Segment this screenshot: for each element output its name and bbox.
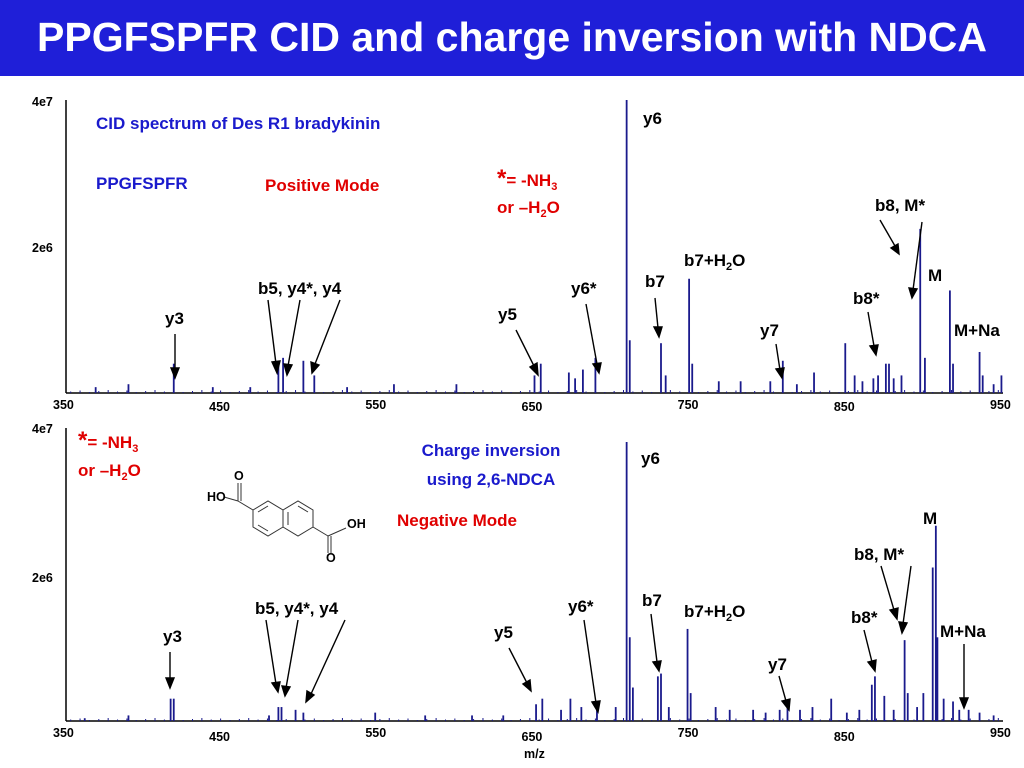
top-note-sub1: 3 [551, 181, 557, 193]
top-label-y6: y6 [643, 109, 662, 128]
bottom-note-sub1: 3 [132, 443, 138, 455]
top-y-tick-top: 4e7 [32, 95, 53, 109]
top-y-tick-mid: 2e6 [32, 241, 53, 255]
top-label-b8star: b8* [853, 289, 880, 308]
bottom-label-y6star: y6* [568, 597, 594, 616]
top-label-y7: y7 [760, 321, 779, 340]
top-b7h2o-tail: O [732, 251, 745, 270]
bottom-note-line2: or –H2O [78, 461, 141, 483]
top-note-star: * [497, 165, 507, 192]
bottom-x-tick-low-0: 350 [53, 726, 74, 740]
top-label-mna: M+Na [954, 321, 1000, 340]
top-arrows [169, 219, 923, 380]
top-label-b5y4: b5, y4*, y4 [258, 279, 342, 298]
top-b7h2o-text: b7+H [684, 251, 726, 270]
bottom-method-line1: Charge inversion [422, 441, 561, 460]
bottom-x-label: m/z [524, 747, 545, 761]
bottom-label-mna: M+Na [940, 622, 986, 641]
bottom-label-b7: b7 [642, 591, 662, 610]
bottom-note-sub2: 2 [121, 471, 127, 483]
top-x-tick-low-2: 750 [678, 398, 699, 412]
top-b7h2o-sub: 2 [726, 261, 732, 273]
top-x-tick-low-1: 550 [365, 398, 386, 412]
bottom-y-tick-mid: 2e6 [32, 571, 53, 585]
bottom-method-line2: using 2,6-NDCA [427, 470, 555, 489]
bottom-x-tick-low-3: 950 [990, 726, 1011, 740]
top-note-tail2: O [547, 198, 560, 217]
bottom-note-text2: or –H [78, 461, 121, 480]
bottom-note-text1: = -NH [87, 433, 132, 452]
bottom-label-y5: y5 [494, 623, 513, 642]
top-panel: 4e7 2e6 350 550 750 950 450 650 850 CID spectr… [32, 95, 1011, 414]
top-note-line1: *= -NH3 [497, 165, 557, 193]
slide-title: PPGFSPFR CID and charge inversion with N… [37, 14, 987, 60]
bottom-label-b5y4: b5, y4*, y4 [255, 599, 339, 618]
bottom-label-y7: y7 [768, 655, 787, 674]
top-label-y5: y5 [498, 305, 517, 324]
bottom-x-ticks: 350 550 750 950 450 650 850 [53, 726, 1011, 744]
top-heading: CID spectrum of Des R1 bradykinin [96, 114, 380, 133]
bottom-b7h2o-tail: O [732, 602, 745, 621]
bottom-b7h2o-text: b7+H [684, 602, 726, 621]
top-x-tick-high-0: 450 [209, 400, 230, 414]
top-label-b7: b7 [645, 272, 665, 291]
top-note-sub2: 2 [540, 208, 546, 220]
bottom-x-tick-high-1: 650 [522, 730, 543, 744]
top-peaks [70, 100, 1003, 393]
bottom-label-b7h2o: b7+H2O [684, 602, 745, 624]
bottom-note-line1: *= -NH3 [78, 427, 138, 455]
bottom-x-tick-high-2: 850 [834, 730, 855, 744]
top-peptide: PPGFSPFR [96, 174, 188, 193]
top-x-tick-high-2: 850 [834, 400, 855, 414]
top-x-tick-low-3: 950 [990, 398, 1011, 412]
bottom-peaks [70, 442, 999, 721]
bottom-note-tail2: O [128, 461, 141, 480]
top-label-b8m: b8, M* [875, 196, 925, 215]
bottom-panel: 4e7 2e6 350 550 750 950 450 650 850 m/z *= -NH… [32, 422, 1011, 761]
ndca-o-bottom: O [326, 551, 336, 565]
bottom-label-y6: y6 [641, 449, 660, 468]
ndca-structure [223, 483, 347, 553]
bottom-mode: Negative Mode [397, 511, 517, 530]
bottom-label-m: M [923, 509, 937, 528]
bottom-x-tick-low-2: 750 [678, 726, 699, 740]
ndca-ho: HO [207, 490, 226, 504]
bottom-note-star: * [78, 427, 88, 454]
top-label-y3: y3 [165, 309, 184, 328]
top-label-m: M [928, 266, 942, 285]
top-x-tick-high-1: 650 [522, 400, 543, 414]
bottom-label-b8star: b8* [851, 608, 878, 627]
ndca-o-top: O [234, 469, 244, 483]
ndca-oh: OH [347, 517, 366, 531]
top-x-ticks: 350 550 750 950 450 650 850 [53, 398, 1011, 414]
top-label-b7h2o: b7+H2O [684, 251, 745, 273]
top-x-tick-low-0: 350 [53, 398, 74, 412]
title-bar: PPGFSPFR CID and charge inversion with N… [0, 0, 1024, 76]
bottom-label-y3: y3 [163, 627, 182, 646]
bottom-b7h2o-sub: 2 [726, 612, 732, 624]
top-note-line2: or –H2O [497, 198, 560, 220]
bottom-x-tick-low-1: 550 [365, 726, 386, 740]
bottom-y-tick-top: 4e7 [32, 422, 53, 436]
top-note-text1: = -NH [506, 171, 551, 190]
bottom-arrows [164, 565, 970, 714]
top-mode: Positive Mode [265, 176, 379, 195]
bottom-x-tick-high-0: 450 [209, 730, 230, 744]
top-label-y6star: y6* [571, 279, 597, 298]
top-note-text2: or –H [497, 198, 540, 217]
bottom-label-b8m: b8, M* [854, 545, 904, 564]
